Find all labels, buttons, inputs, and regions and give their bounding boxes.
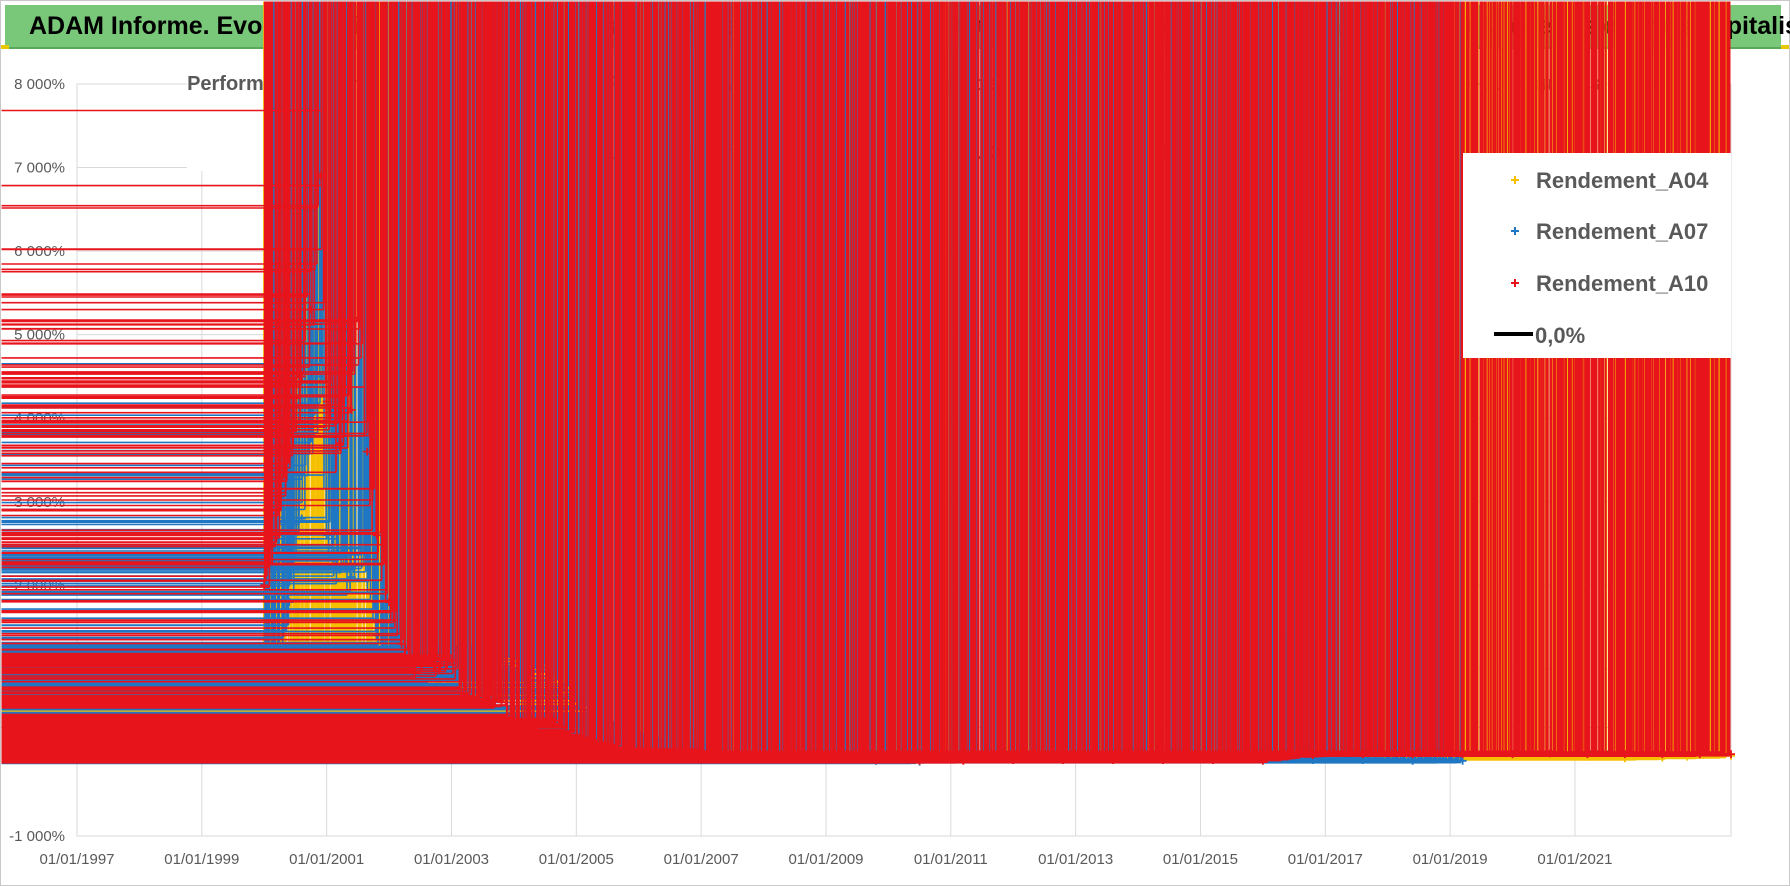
data-point (260, 581, 269, 590)
legend-background (1463, 153, 1731, 358)
data-series (1, 1, 1735, 766)
x-tick-label: 01/01/2019 (1413, 851, 1488, 868)
legend-label: Rendement_A10 (1536, 271, 1708, 296)
legend-label: Rendement_A07 (1536, 219, 1708, 244)
legend-label: 0,0% (1535, 323, 1585, 348)
x-tick-label: 01/01/2005 (539, 851, 614, 868)
legend-marker (1511, 227, 1519, 235)
x-tick-label: 01/01/2007 (664, 851, 739, 868)
legend: Rendement_A04 Rendement_A07 Rendement_A10 0… (1463, 153, 1731, 358)
x-tick-label: 01/01/2009 (788, 851, 863, 868)
x-tick-label: 01/01/2021 (1537, 851, 1612, 868)
y-tick-label: -1 000% (9, 828, 65, 845)
x-tick-label: 01/01/2015 (1163, 851, 1238, 868)
x-tick-label: 01/01/2017 (1288, 851, 1363, 868)
x-tick-label: 01/01/1999 (164, 851, 239, 868)
y-tick-label: 7 000% (14, 160, 65, 177)
legend-label: Rendement_A04 (1536, 168, 1709, 193)
series-Rendement_A10 (1, 1, 1735, 765)
series-cloud (1, 1, 1731, 764)
corner-accent-left (1, 45, 9, 49)
y-tick-label: 5 000% (14, 327, 65, 344)
y-tick-label: 8 000% (14, 76, 65, 93)
corner-accent-right (1781, 45, 1789, 49)
legend-marker (1511, 176, 1519, 184)
x-tick-label: 01/01/2003 (414, 851, 489, 868)
y-tick-label: 6 000% (14, 243, 65, 260)
x-tick-label: 01/01/2001 (289, 851, 364, 868)
legend-marker (1511, 279, 1519, 287)
x-tick-label: 01/01/1997 (39, 851, 114, 868)
x-tick-label: 01/01/2011 (914, 851, 988, 868)
x-tick-label: 01/01/2013 (1038, 851, 1113, 868)
